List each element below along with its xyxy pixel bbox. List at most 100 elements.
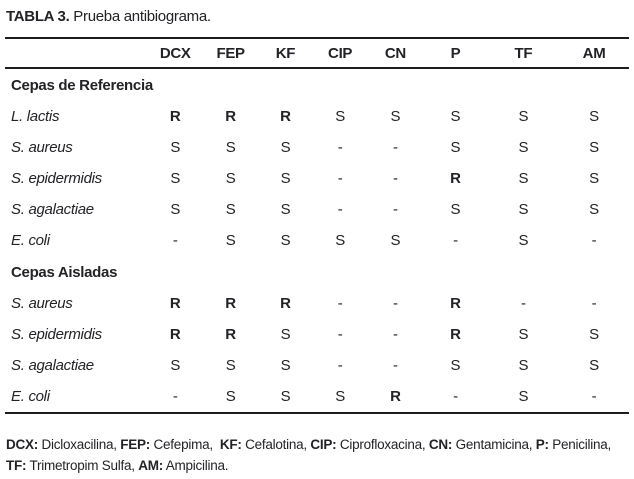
cell-value: -	[393, 326, 398, 343]
cell-value: R	[169, 108, 181, 125]
cell-value: S	[450, 201, 461, 218]
table-number: TABLA 3.	[6, 8, 70, 25]
cell-value: S	[225, 139, 236, 156]
cell-value: S	[170, 170, 181, 187]
cell-value: S	[280, 232, 291, 249]
cell-value: S	[518, 388, 529, 405]
cell-value: S	[450, 139, 461, 156]
footnote-text: Ampicilina.	[163, 458, 229, 473]
col-header-kf: KF	[258, 38, 313, 69]
footnote-abbr: DCX:	[6, 437, 38, 452]
table-row: S. agalactiae S S S - - S S S	[5, 350, 629, 381]
cell-value: S	[170, 201, 181, 218]
cell-value: S	[225, 201, 236, 218]
table-row: S. epidermidis S S S - - R S S	[5, 163, 629, 194]
cell-value: -	[393, 357, 398, 374]
header-row: DCX FEP KF CIP CN P TF AM	[5, 38, 629, 69]
cell-value: S	[280, 357, 291, 374]
species-name: S. agalactiae	[11, 201, 94, 218]
cell-value: S	[225, 232, 236, 249]
cell-value: S	[170, 357, 181, 374]
footnote-text: Gentamicina,	[452, 437, 536, 452]
antibiogram-table: DCX FEP KF CIP CN P TF AM Cepas de Refer…	[5, 37, 629, 414]
cell-value: S	[518, 357, 529, 374]
table-row: S. epidermidis R R S - - R S S	[5, 319, 629, 350]
cell-value: -	[393, 201, 398, 218]
footnote-abbr: CN:	[428, 437, 453, 452]
col-header-cip: CIP	[312, 38, 368, 69]
species-name: S. aureus	[11, 139, 73, 156]
footnote-abbr: P:	[535, 437, 549, 452]
cell-value: S	[589, 326, 599, 343]
species-column-header	[5, 38, 148, 69]
cell-value: -	[337, 326, 343, 343]
cell-value: -	[172, 232, 178, 249]
cell-value: S	[225, 357, 236, 374]
cell-value: R	[280, 295, 291, 312]
cell-value: -	[520, 295, 526, 312]
cell-value: -	[337, 357, 343, 374]
col-header-cn: CN	[367, 38, 424, 69]
cell-value: S	[170, 139, 181, 156]
section-heading: Cepas de Referencia	[11, 76, 153, 94]
cell-value: S	[335, 232, 345, 249]
cell-value: -	[393, 139, 398, 156]
cell-value: S	[390, 232, 401, 249]
cell-value: S	[518, 201, 529, 218]
section-heading: Cepas Aisladas	[11, 263, 118, 281]
footnote-abbr: FEP:	[120, 437, 151, 452]
cell-value: -	[591, 295, 597, 312]
cell-value: S	[518, 326, 529, 343]
section-heading-row: Cepas de Referencia	[5, 68, 629, 101]
cell-value: S	[589, 108, 599, 125]
col-header-dcx: DCX	[147, 38, 203, 69]
cell-value: -	[591, 232, 597, 249]
cell-value: S	[225, 170, 236, 187]
table-title: TABLA 3. Prueba antibiograma.	[5, 0, 629, 37]
footnote-text: Cefepima,	[150, 437, 220, 452]
footnote-text: Penicilina,	[548, 437, 615, 452]
cell-value: S	[589, 170, 599, 187]
cell-value: R	[225, 326, 236, 343]
cell-value: -	[337, 295, 343, 312]
cell-value: S	[225, 388, 236, 405]
cell-value: R	[280, 108, 291, 125]
table-row: S. aureus R R R - - R - -	[5, 288, 629, 319]
cell-value: S	[518, 232, 529, 249]
table-caption: Prueba antibiograma.	[69, 8, 211, 25]
col-header-am: AM	[559, 38, 629, 69]
cell-value: R	[450, 295, 461, 312]
cell-value: R	[169, 295, 181, 312]
footnote: DCX: Dicloxacilina, FEP: Cefepima, KF: C…	[5, 434, 629, 476]
footnote-abbr: CIP:	[310, 437, 337, 452]
cell-value: S	[335, 108, 345, 125]
footnote-text: Cefalotina,	[241, 437, 311, 452]
species-name: S. agalactiae	[11, 357, 94, 374]
footnote-abbr: TF:	[6, 458, 27, 473]
table-row: S. agalactiae S S S - - S S S	[5, 194, 629, 225]
species-name: S. epidermidis	[11, 170, 102, 187]
cell-value: R	[450, 326, 461, 343]
species-name: E. coli	[11, 388, 50, 405]
cell-value: S	[280, 326, 291, 343]
footnote-abbr: KF:	[219, 437, 242, 452]
col-header-tf: TF	[487, 38, 560, 69]
footnote-text: Trimetropim Sulfa,	[26, 458, 139, 473]
cell-value: S	[450, 357, 461, 374]
cell-value: -	[453, 232, 458, 249]
cell-value: S	[518, 108, 529, 125]
table-row: E. coli - S S S R - S -	[5, 381, 629, 413]
cell-value: -	[393, 295, 398, 312]
cell-value: S	[280, 201, 291, 218]
cell-value: R	[390, 388, 401, 405]
cell-value: S	[280, 388, 291, 405]
cell-value: -	[393, 170, 398, 187]
cell-value: -	[337, 201, 343, 218]
cell-value: S	[589, 139, 599, 156]
cell-value: S	[335, 388, 345, 405]
species-name: S. aureus	[11, 295, 73, 312]
cell-value: -	[337, 170, 343, 187]
section-heading-row: Cepas Aisladas	[5, 256, 629, 288]
footnote-text: Ciprofloxacina,	[336, 437, 429, 452]
